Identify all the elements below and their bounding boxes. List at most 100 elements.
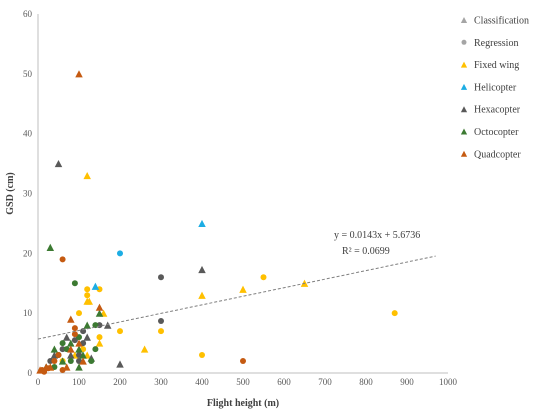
y-tick-label: 20 <box>23 248 33 258</box>
data-point <box>85 297 93 305</box>
legend-label: Quadcopter <box>474 149 521 160</box>
data-point <box>260 274 267 281</box>
data-point <box>198 265 206 274</box>
data-point <box>75 339 83 347</box>
data-point <box>79 351 87 359</box>
data-point <box>83 171 91 180</box>
legend-label: Octocopter <box>474 127 519 138</box>
data-point <box>67 339 75 347</box>
data-point <box>116 360 124 368</box>
legend-label: Fixed wing <box>474 60 519 71</box>
data-point <box>51 358 58 365</box>
data-point <box>95 339 104 347</box>
data-point <box>240 358 246 365</box>
legend-marker <box>460 17 468 23</box>
legend-marker <box>461 39 467 45</box>
x-tick-label: 1000 <box>439 377 458 387</box>
data-point <box>96 334 103 341</box>
data-point <box>62 363 71 371</box>
data-point <box>58 357 67 365</box>
data-point <box>84 286 91 293</box>
x-tick-label: 100 <box>72 377 86 387</box>
data-point <box>83 321 91 329</box>
y-tick-labels: 0 10 20 30 40 50 60 <box>23 9 33 378</box>
data-point <box>67 345 75 353</box>
data-point <box>391 310 398 317</box>
y-axis-title: GSD (cm) <box>5 172 16 215</box>
x-tick-label: 0 <box>36 377 41 387</box>
legend-marker <box>460 106 468 113</box>
x-tick-label: 400 <box>195 377 209 387</box>
x-tick-label: 800 <box>359 377 373 387</box>
data-point <box>54 159 63 168</box>
trendline <box>37 255 436 340</box>
data-point <box>75 363 83 371</box>
y-tick-label: 30 <box>23 189 33 199</box>
data-point <box>59 346 66 353</box>
data-point <box>59 340 66 347</box>
legend-marker <box>460 61 468 68</box>
data-point <box>239 285 247 293</box>
data-point <box>158 317 164 324</box>
data-point <box>50 345 59 353</box>
data-point <box>55 352 62 359</box>
trendline-equation: y = 0.0143x + 5.6736 <box>334 230 420 241</box>
x-tick-label: 300 <box>154 377 168 387</box>
legend-label: Classification <box>474 16 529 27</box>
data-point <box>75 345 83 353</box>
x-tick-labels: 0 100 200 300 400 500 600 700 800 900 1000 <box>36 377 458 387</box>
data-point <box>117 250 123 257</box>
data-point <box>36 366 44 374</box>
data-point <box>103 321 112 329</box>
data-point <box>67 351 75 359</box>
data-point <box>76 310 82 317</box>
y-tick-label: 0 <box>28 368 33 378</box>
data-point <box>198 291 206 299</box>
data-point <box>91 282 100 290</box>
legend-marker <box>460 150 468 157</box>
data-point <box>95 309 104 317</box>
data-point <box>79 357 87 365</box>
data-point <box>92 346 99 353</box>
data-point <box>140 345 149 353</box>
trendline-r2: R² = 0.0699 <box>342 246 390 257</box>
data-point <box>84 292 91 299</box>
x-tick-label: 600 <box>277 377 291 387</box>
data-point <box>75 70 83 78</box>
data-point <box>117 328 123 335</box>
data-point <box>46 243 55 251</box>
x-axis-title: Flight height (m) <box>207 398 279 409</box>
data-point <box>199 352 205 359</box>
x-tick-label: 900 <box>400 377 414 387</box>
data-point <box>62 333 71 341</box>
data-point <box>158 274 164 281</box>
data-point <box>67 358 74 365</box>
x-tick-label: 500 <box>236 377 250 387</box>
data-point <box>67 315 75 323</box>
y-tick-label: 10 <box>23 308 33 318</box>
legend-marker <box>460 83 468 90</box>
y-tick-label: 40 <box>23 129 33 139</box>
data-point <box>88 358 95 365</box>
legend-label: Hexacopter <box>474 105 521 116</box>
data-point <box>59 256 66 263</box>
data-point <box>95 303 104 311</box>
data-point <box>83 333 91 341</box>
data-point <box>71 280 78 287</box>
legend-label: Regression <box>474 38 518 49</box>
data-points <box>36 70 398 375</box>
data-point <box>45 365 52 372</box>
data-point <box>71 331 78 338</box>
legend-marker <box>460 128 468 135</box>
data-point <box>198 219 206 228</box>
data-point <box>47 358 54 365</box>
legend: Classification Regression Fixed wing Helico… <box>460 16 529 160</box>
axes <box>37 14 448 374</box>
y-tick-label: 60 <box>23 9 33 19</box>
x-tick-label: 200 <box>113 377 127 387</box>
legend-label: Helicopter <box>474 82 517 93</box>
data-point <box>80 328 87 335</box>
x-tick-label: 700 <box>318 377 332 387</box>
y-tick-label: 50 <box>23 69 33 79</box>
